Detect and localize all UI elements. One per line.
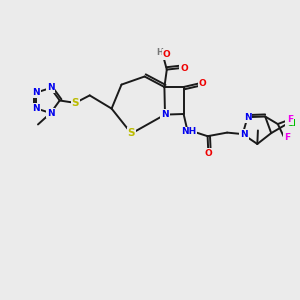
Text: N: N [47,83,54,92]
Text: N: N [244,112,251,122]
Text: F: F [284,133,290,142]
Text: N: N [32,88,40,97]
Text: NH: NH [181,128,196,136]
Text: N: N [161,110,169,119]
Text: O: O [180,64,188,73]
Text: H: H [156,48,163,57]
Text: S: S [72,98,79,108]
Text: O: O [199,79,207,88]
Text: F: F [287,115,293,124]
Text: Cl: Cl [286,119,296,128]
Text: N: N [32,104,40,113]
Text: N: N [240,130,248,139]
Text: N: N [47,109,54,118]
Text: O: O [163,50,171,59]
Text: S: S [128,128,135,139]
Text: O: O [204,149,212,158]
